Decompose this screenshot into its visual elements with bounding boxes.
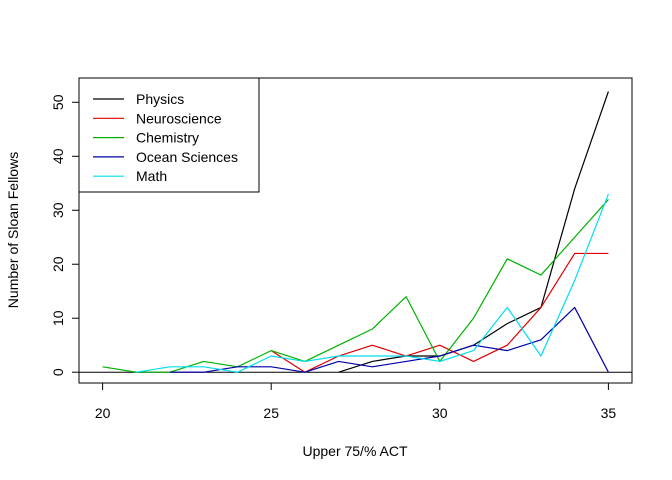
- y-axis-title: Number of Sloan Fellows: [5, 152, 21, 308]
- legend-label: Neuroscience: [136, 110, 222, 126]
- legend-label: Ocean Sciences: [136, 149, 238, 165]
- series-line-neuroscience: [270, 252, 609, 373]
- x-tick-label: 20: [95, 405, 111, 421]
- series-line-ocean-sciences: [170, 306, 609, 373]
- x-tick-label: 35: [601, 405, 617, 421]
- legend-label: Chemistry: [136, 130, 199, 146]
- x-axis-title: Upper 75/% ACT: [302, 443, 407, 459]
- y-tick-label: 20: [50, 256, 66, 272]
- legend-label: Math: [136, 168, 167, 184]
- y-tick-label: 30: [50, 202, 66, 218]
- y-tick-label: 0: [50, 368, 66, 376]
- series-line-math: [136, 193, 609, 373]
- legend-box: [78, 77, 260, 193]
- x-tick-label: 25: [263, 405, 279, 421]
- y-tick-label: 10: [50, 310, 66, 326]
- legend: Physics Neuroscience Chemistry Ocean Scienc…: [78, 77, 260, 193]
- y-tick-label: 50: [50, 94, 66, 110]
- legend-label: Physics: [136, 91, 184, 107]
- plot-frame: [78, 77, 633, 384]
- x-tick-label: 30: [432, 405, 448, 421]
- series-layer: [102, 91, 609, 373]
- y-tick-label: 40: [50, 148, 66, 164]
- y-axis: 0 10 20 30 40 50: [50, 94, 79, 376]
- x-axis: 20 25 30 35: [95, 383, 617, 421]
